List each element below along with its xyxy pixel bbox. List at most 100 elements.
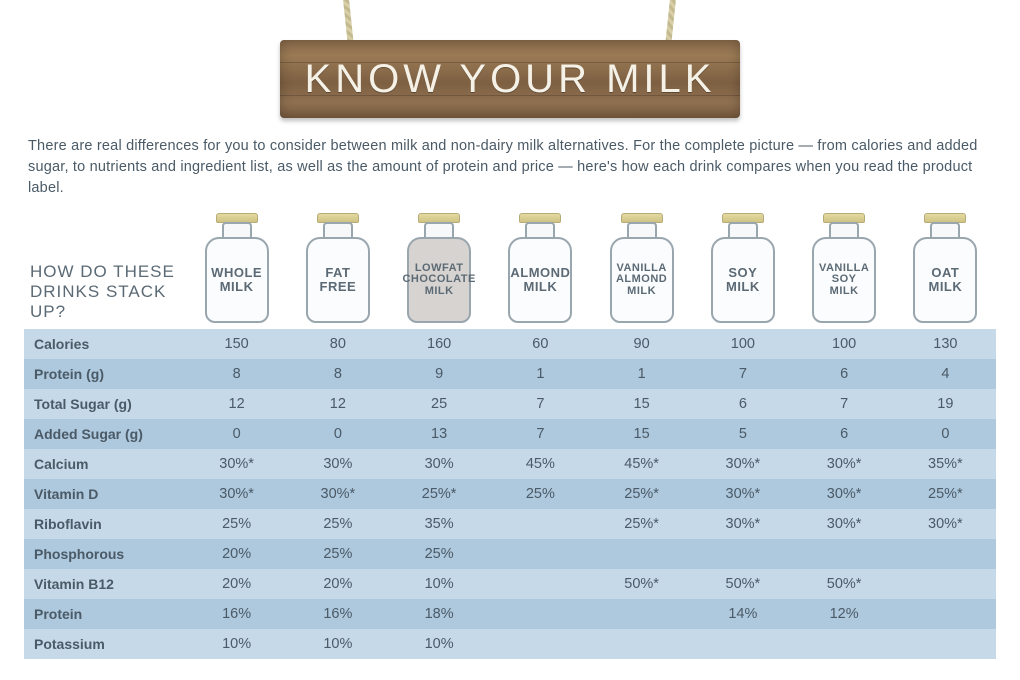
- table-row: Phosphorous20%25%25%: [24, 539, 996, 569]
- bottle-label: SOY MILK: [722, 266, 764, 293]
- cell-value: 80: [287, 329, 388, 359]
- cell-value: 1: [490, 359, 591, 389]
- cell-value: 30%*: [794, 509, 895, 539]
- cell-value: [692, 539, 793, 569]
- cell-value: [895, 569, 996, 599]
- cell-value: 15: [591, 389, 692, 419]
- cell-value: 20%: [287, 569, 388, 599]
- cell-value: 25%*: [389, 479, 490, 509]
- cell-value: 30%*: [794, 449, 895, 479]
- cell-value: [490, 599, 591, 629]
- cell-value: 18%: [389, 599, 490, 629]
- column-header-bottle: FAT FREE: [287, 213, 388, 329]
- cell-value: 7: [490, 419, 591, 449]
- cell-value: 0: [895, 419, 996, 449]
- cell-value: 25%*: [591, 509, 692, 539]
- cell-value: 4: [895, 359, 996, 389]
- cell-value: 90: [591, 329, 692, 359]
- cell-value: 30%: [287, 449, 388, 479]
- cell-value: 30%*: [692, 449, 793, 479]
- cell-value: 25%: [186, 509, 287, 539]
- cell-value: 6: [794, 359, 895, 389]
- intro-paragraph: There are real differences for you to co…: [0, 118, 1020, 213]
- cell-value: 30%*: [692, 479, 793, 509]
- cell-value: 15: [591, 419, 692, 449]
- cell-value: 30%*: [186, 479, 287, 509]
- cell-value: [591, 599, 692, 629]
- cell-value: 25%: [389, 539, 490, 569]
- cell-value: 1: [591, 359, 692, 389]
- cell-value: 35%: [389, 509, 490, 539]
- bottle-label: ALMOND MILK: [506, 266, 574, 293]
- cell-value: 50%*: [591, 569, 692, 599]
- cell-value: [490, 509, 591, 539]
- cell-value: 30%*: [794, 479, 895, 509]
- bottle-label: FAT FREE: [316, 266, 361, 293]
- table-row: Calories150801606090100100130: [24, 329, 996, 359]
- cell-value: 7: [490, 389, 591, 419]
- cell-value: 0: [287, 419, 388, 449]
- cell-value: 10%: [287, 629, 388, 659]
- cell-value: 8: [186, 359, 287, 389]
- cell-value: 25: [389, 389, 490, 419]
- cell-value: 13: [389, 419, 490, 449]
- cell-value: [794, 539, 895, 569]
- cell-value: 9: [389, 359, 490, 389]
- cell-value: 25%: [287, 539, 388, 569]
- cell-value: 12%: [794, 599, 895, 629]
- row-label: Phosphorous: [24, 539, 186, 569]
- cell-value: [692, 629, 793, 659]
- row-label: Riboflavin: [24, 509, 186, 539]
- cell-value: 100: [794, 329, 895, 359]
- cell-value: 30%*: [287, 479, 388, 509]
- cell-value: 8: [287, 359, 388, 389]
- table-row: Protein (g)88911764: [24, 359, 996, 389]
- cell-value: [895, 629, 996, 659]
- cell-value: 7: [794, 389, 895, 419]
- bottle-label: WHOLE MILK: [207, 266, 266, 293]
- column-header-bottle: SOY MILK: [692, 213, 793, 329]
- cell-value: 14%: [692, 599, 793, 629]
- column-header-bottle: WHOLE MILK: [186, 213, 287, 329]
- cell-value: 35%*: [895, 449, 996, 479]
- page-title: KNOW YOUR MILK: [305, 57, 716, 102]
- cell-value: 7: [692, 359, 793, 389]
- cell-value: 30%*: [186, 449, 287, 479]
- row-label: Calcium: [24, 449, 186, 479]
- cell-value: 150: [186, 329, 287, 359]
- cell-value: 130: [895, 329, 996, 359]
- row-label: Added Sugar (g): [24, 419, 186, 449]
- cell-value: 12: [186, 389, 287, 419]
- column-header-bottle: LOWFAT CHOCOLATE MILK: [389, 213, 490, 329]
- milk-bottle-icon: WHOLE MILK: [200, 213, 274, 323]
- row-label: Total Sugar (g): [24, 389, 186, 419]
- cell-value: 160: [389, 329, 490, 359]
- cell-value: [490, 569, 591, 599]
- table-row: Calcium30%*30%30%45%45%*30%*30%*35%*: [24, 449, 996, 479]
- bottle-label: VANILLA ALMOND MILK: [612, 263, 671, 298]
- cell-value: [794, 629, 895, 659]
- milk-bottle-icon: VANILLA SOY MILK: [807, 213, 881, 323]
- row-label: Protein (g): [24, 359, 186, 389]
- cell-value: 50%*: [794, 569, 895, 599]
- row-label: Protein: [24, 599, 186, 629]
- table-row: Riboflavin25%25%35%25%*30%*30%*30%*: [24, 509, 996, 539]
- table-row: Total Sugar (g)1212257156719: [24, 389, 996, 419]
- cell-value: 16%: [287, 599, 388, 629]
- cell-value: 25%*: [895, 479, 996, 509]
- cell-value: 100: [692, 329, 793, 359]
- cell-value: 60: [490, 329, 591, 359]
- column-header-bottle: VANILLA ALMOND MILK: [591, 213, 692, 329]
- sign-ropes: [0, 0, 1020, 40]
- milk-bottle-icon: VANILLA ALMOND MILK: [605, 213, 679, 323]
- bottle-label: VANILLA SOY MILK: [815, 263, 873, 298]
- cell-value: 45%: [490, 449, 591, 479]
- cell-value: 12: [287, 389, 388, 419]
- cell-value: 16%: [186, 599, 287, 629]
- cell-value: 30%: [389, 449, 490, 479]
- cell-value: 30%*: [895, 509, 996, 539]
- row-label: Vitamin D: [24, 479, 186, 509]
- row-label: Potassium: [24, 629, 186, 659]
- cell-value: 6: [794, 419, 895, 449]
- title-sign: KNOW YOUR MILK: [280, 40, 740, 118]
